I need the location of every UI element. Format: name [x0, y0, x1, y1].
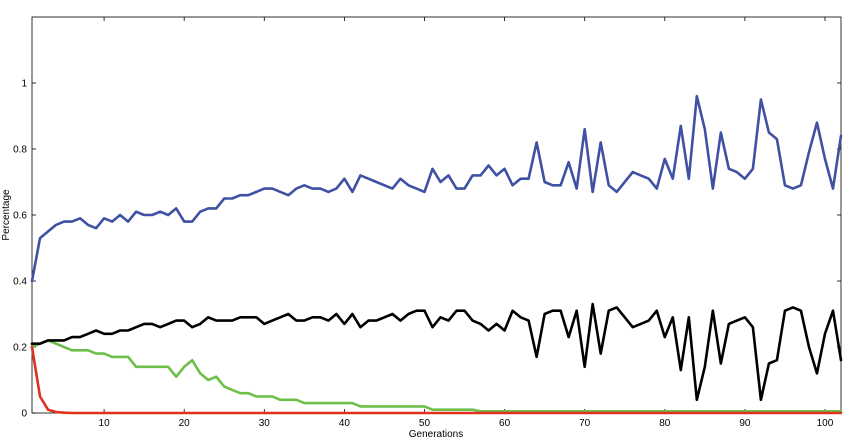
- series-lines: [30, 94, 843, 415]
- x-tick-label: 70: [579, 418, 591, 429]
- y-tick-label: 0.6: [13, 211, 27, 222]
- x-tick-label: 40: [339, 418, 351, 429]
- y-axis-label: Percentage: [1, 189, 12, 241]
- x-tick-label: 80: [659, 418, 671, 429]
- x-axis-label: Generations: [409, 429, 463, 440]
- x-tick-label: 10: [99, 418, 111, 429]
- x-tick-label: 100: [817, 418, 834, 429]
- x-tick-label: 50: [419, 418, 431, 429]
- series-line-0: [30, 94, 843, 283]
- y-tick-label: 0.8: [13, 145, 27, 156]
- axis-ticks: 10 20 30 40 50 60 70 80 90 100 0 0.2 0.4 0.6 0.8 1: [13, 17, 841, 429]
- series-line-1: [30, 302, 843, 402]
- x-tick-label: 60: [499, 418, 511, 429]
- series-line-3: [30, 345, 843, 415]
- x-tick-label: 30: [259, 418, 271, 429]
- x-tick-label: 20: [179, 418, 191, 429]
- series-line-2: [30, 339, 843, 413]
- y-tick-label: 0.4: [13, 277, 27, 288]
- y-tick-label: 1: [21, 79, 27, 90]
- y-tick-label: 0: [21, 409, 27, 420]
- x-tick-label: 90: [739, 418, 751, 429]
- y-tick-label: 0.2: [13, 343, 27, 354]
